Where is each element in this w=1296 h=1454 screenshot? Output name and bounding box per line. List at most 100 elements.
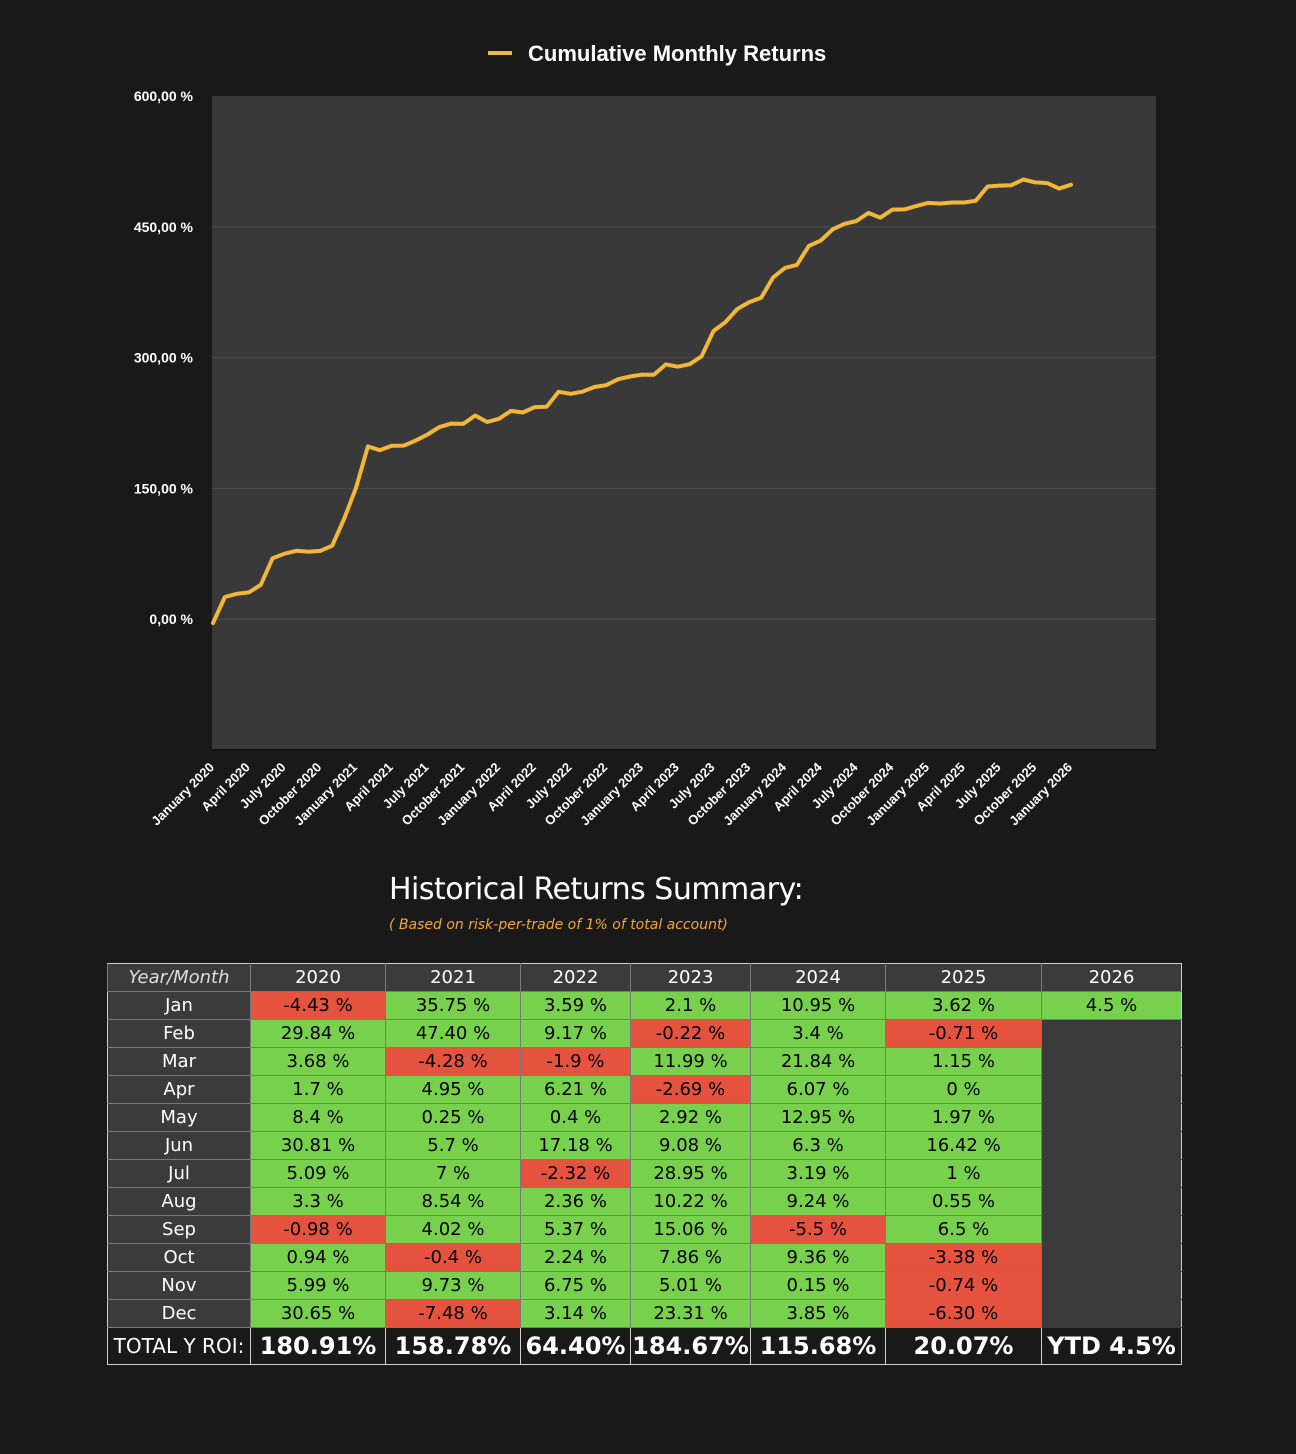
cumulative-returns-chart: Cumulative Monthly Returns 0,00 % 150,00 … [134, 41, 1156, 829]
data-point [223, 595, 227, 599]
return-cell: -2.32 % [520, 1159, 631, 1188]
data-point [735, 307, 739, 311]
data-point [688, 362, 692, 366]
data-point [700, 354, 704, 358]
month-label: Jul [107, 1159, 251, 1188]
return-cell: 1.15 % [885, 1047, 1042, 1076]
return-cell: 17.18 % [520, 1131, 631, 1160]
data-point [437, 425, 441, 429]
data-point [914, 204, 918, 208]
empty-cell [1041, 1215, 1182, 1244]
total-label: TOTAL Y ROI: [107, 1327, 251, 1365]
return-cell: 3.59 % [520, 991, 631, 1020]
year-header-2023: 2023 [630, 963, 751, 992]
summary-title: Historical Returns Summary: [389, 872, 804, 907]
return-cell: 9.73 % [385, 1271, 521, 1300]
data-point [509, 409, 513, 413]
data-point [378, 448, 382, 452]
return-cell: 6.07 % [750, 1075, 886, 1104]
data-point [592, 385, 596, 389]
return-cell: 10.95 % [750, 991, 886, 1020]
return-cell: 15.06 % [630, 1215, 751, 1244]
return-cell: -5.5 % [750, 1215, 886, 1244]
empty-cell [1041, 1187, 1182, 1216]
corner-label: Year/Month [107, 963, 251, 992]
data-point [294, 549, 298, 553]
table-row: Feb 29.84 % 47.40 % 9.17 % -0.22 % 3.4 % -0.71… [107, 1019, 1182, 1048]
table-row: Jan -4.43 % 35.75 % 3.59 % 2.1 % 10.95 % 3.62 … [107, 991, 1182, 1020]
data-point [747, 300, 751, 304]
data-point [628, 374, 632, 378]
month-label: Dec [107, 1299, 251, 1328]
data-point [890, 208, 894, 212]
data-point [473, 413, 477, 417]
total-value: 158.78% [385, 1327, 521, 1365]
data-point [557, 390, 561, 394]
data-point [247, 590, 251, 594]
total-value: 20.07% [885, 1327, 1042, 1365]
data-point [759, 296, 763, 300]
return-cell: 35.75 % [385, 991, 521, 1020]
data-point [652, 373, 656, 377]
return-cell: 3.62 % [885, 991, 1042, 1020]
data-point [998, 184, 1001, 188]
y-tick-label: 300,00 % [134, 350, 194, 366]
return-cell: 5.7 % [385, 1131, 521, 1160]
month-label: Aug [107, 1187, 251, 1216]
return-cell: -4.28 % [385, 1047, 521, 1076]
x-tick-label: January 2026 [1006, 760, 1075, 829]
month-label: Mar [107, 1047, 251, 1076]
return-cell: -0.71 % [885, 1019, 1042, 1048]
table-row: Sep -0.98 % 4.02 % 5.37 % 15.06 % -5.5 % 6.5 % [107, 1215, 1182, 1244]
year-header-2024: 2024 [750, 963, 886, 992]
data-point [676, 365, 680, 369]
return-cell: 3.4 % [750, 1019, 886, 1048]
month-label: Jun [107, 1131, 251, 1160]
data-point [819, 239, 823, 243]
table-row: Oct 0.94 % -0.4 % 2.24 % 7.86 % 9.36 % -3.38 % [107, 1243, 1182, 1272]
table-row: Jul 5.09 % 7 % -2.32 % 28.95 % 3.19 % 1 % [107, 1159, 1182, 1188]
data-point [426, 433, 429, 437]
data-point [831, 227, 835, 231]
table-row: Mar 3.68 % -4.28 % -1.9 % 11.99 % 21.84 % 1.15… [107, 1047, 1182, 1076]
return-cell: 5.01 % [630, 1271, 751, 1300]
return-cell: 0.25 % [385, 1103, 521, 1132]
return-cell: 30.65 % [250, 1299, 386, 1328]
return-cell: 1 % [885, 1159, 1042, 1188]
return-cell: -0.98 % [250, 1215, 386, 1244]
data-point [485, 420, 489, 424]
return-cell: 29.84 % [250, 1019, 386, 1048]
total-value: 180.91% [250, 1327, 386, 1365]
return-cell: 2.24 % [520, 1243, 631, 1272]
return-cell: 5.99 % [250, 1271, 386, 1300]
data-point [783, 266, 787, 270]
month-label: Oct [107, 1243, 251, 1272]
empty-cell [1041, 1019, 1182, 1048]
return-cell: 6.75 % [520, 1271, 631, 1300]
data-point [962, 201, 966, 205]
data-point [354, 486, 358, 490]
empty-cell [1041, 1271, 1182, 1300]
y-tick-label: 150,00 % [134, 480, 194, 496]
year-header-2022: 2022 [520, 963, 631, 992]
data-point [330, 544, 334, 548]
returns-table: Year/Month 2020 2021 2022 2023 2024 2025 2026 Ja… [107, 963, 1182, 1365]
data-point [580, 390, 584, 394]
empty-cell [1041, 1131, 1182, 1160]
empty-cell [1041, 1075, 1182, 1104]
return-cell: 9.24 % [750, 1187, 886, 1216]
return-cell: 1.97 % [885, 1103, 1042, 1132]
data-point [306, 550, 310, 554]
data-point [533, 405, 537, 409]
data-point [604, 383, 608, 387]
data-point [318, 549, 322, 553]
return-cell: 16.42 % [885, 1131, 1042, 1160]
year-header-2020: 2020 [250, 963, 386, 992]
return-cell: 3.3 % [250, 1187, 386, 1216]
return-cell: 0.55 % [885, 1187, 1042, 1216]
data-point [271, 556, 275, 560]
data-point [1009, 183, 1013, 187]
return-cell: 3.85 % [750, 1299, 886, 1328]
data-point [259, 583, 263, 587]
table-row: Apr 1.7 % 4.95 % 6.21 % -2.69 % 6.07 % 0 % [107, 1075, 1182, 1104]
